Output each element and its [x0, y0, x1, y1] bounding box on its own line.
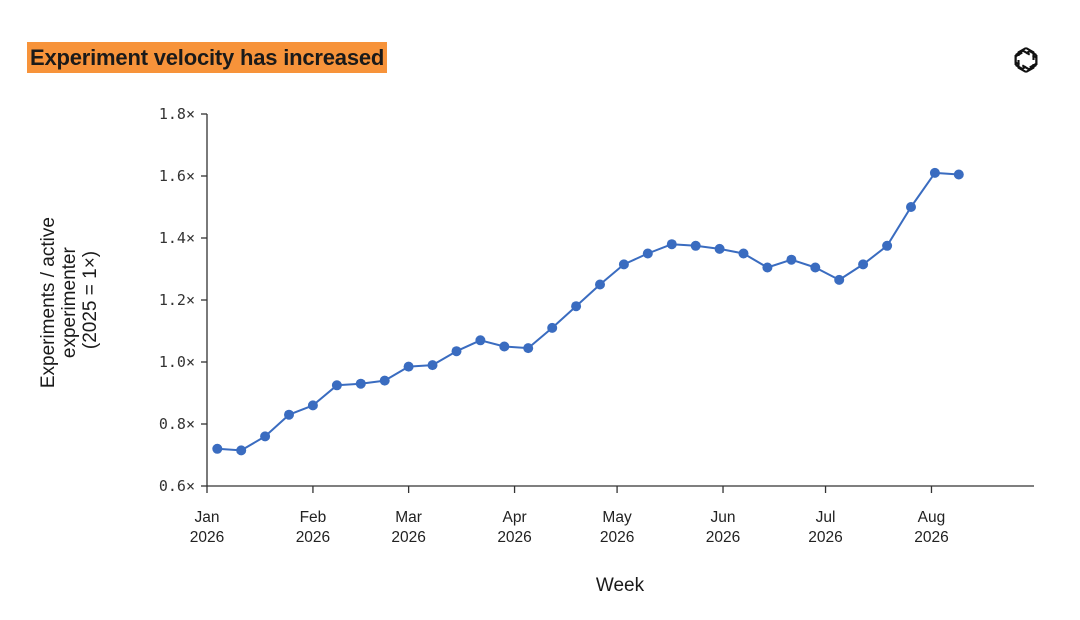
data-point [929, 167, 940, 178]
data-point [906, 202, 916, 212]
data-point [355, 378, 366, 389]
x-axis-label: Week [596, 575, 645, 596]
data-point [595, 279, 605, 290]
x-tick-label: Jul 2026 [808, 509, 842, 546]
data-point [260, 431, 271, 442]
data-point [858, 259, 869, 270]
x-tick-label: Mar 2026 [391, 509, 425, 546]
y-axis-label-line-2: experimenter [59, 247, 80, 359]
x-tick-label: May 2026 [600, 509, 634, 546]
plot-area [212, 167, 964, 456]
chart-title: Experiment velocity has increased [27, 42, 388, 73]
data-point [331, 380, 342, 391]
data-point [953, 169, 964, 180]
y-tick-label: 1.4× [159, 229, 195, 247]
data-point [642, 248, 653, 259]
y-tick-label: 0.6× [159, 477, 195, 495]
data-point [475, 335, 486, 346]
data-point [571, 301, 582, 312]
openai-logo-icon [1014, 47, 1038, 73]
data-point [714, 243, 725, 254]
y-tick-label: 1.6× [159, 167, 195, 185]
data-point [618, 259, 629, 270]
data-point [284, 409, 294, 420]
data-point [523, 343, 534, 354]
y-axis: 0.6× 0.8× 1.0× 1.2× 1.4× 1.6× 1.8× [159, 105, 208, 495]
y-axis-label-line-3: (2025 = 1×) [80, 251, 101, 349]
x-tick-label: Feb 2026 [296, 509, 330, 546]
data-point [499, 341, 510, 352]
x-axis: Jan 2026 Feb 2026 Mar 2026 Apr 2026 May 2026 Jun 20… [190, 485, 1034, 546]
series-line [217, 171, 959, 452]
data-point [666, 239, 677, 250]
data-point [236, 445, 247, 456]
y-tick-label: 1.8× [159, 105, 195, 123]
y-axis-label-line-1: Experiments / active [38, 217, 59, 388]
data-point [690, 240, 701, 251]
data-point [307, 400, 318, 411]
data-point [547, 322, 558, 333]
data-point [810, 262, 821, 273]
x-tick-label: Jun 2026 [706, 509, 740, 546]
data-point [882, 240, 893, 251]
x-tick-label: Aug 2026 [914, 509, 948, 546]
x-tick-label: Apr 2026 [497, 509, 531, 546]
data-point [762, 262, 773, 273]
data-point [786, 254, 797, 265]
data-point [212, 443, 223, 454]
y-axis-label: Experiments / active experimenter (2025 … [38, 212, 101, 388]
x-tick-label: Jan 2026 [190, 509, 224, 546]
data-point [451, 346, 462, 357]
data-point [427, 360, 438, 371]
y-tick-label: 0.8× [159, 415, 195, 433]
y-tick-label: 1.0× [159, 353, 195, 371]
data-point [379, 375, 390, 386]
y-tick-label: 1.2× [159, 291, 195, 309]
data-point [403, 361, 414, 372]
data-point [738, 248, 749, 259]
data-point [834, 274, 845, 285]
